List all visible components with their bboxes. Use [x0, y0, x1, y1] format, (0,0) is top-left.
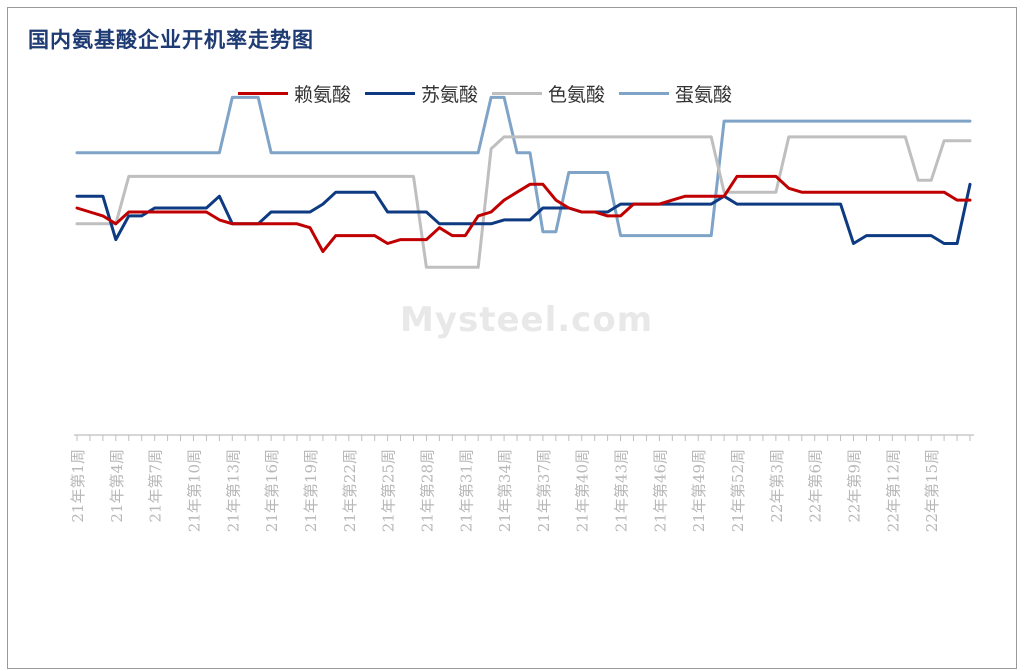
x-tick-label: 22年第3周: [768, 449, 786, 523]
series-line-0: [75, 174, 972, 253]
chart-legend: 赖氨酸 苏氨酸 色氨酸 蛋氨酸: [238, 78, 732, 108]
legend-label-tryptophan: 色氨酸: [548, 83, 606, 106]
x-tick-label: 22年第15周: [923, 449, 941, 532]
legend-item-threonine: 苏氨酸: [365, 80, 478, 107]
legend-swatch-threonine: [365, 91, 416, 95]
legend-label-lysine: 赖氨酸: [294, 83, 352, 106]
x-tick-label: 21年第40周: [574, 449, 592, 532]
chart-frame: [7, 7, 1017, 669]
x-tick-label: 21年第25周: [380, 449, 398, 532]
x-tick-label: 21年第16周: [263, 449, 281, 532]
legend-item-methionine: 蛋氨酸: [619, 80, 732, 107]
x-tick-label: 21年第52周: [729, 449, 747, 532]
legend-swatch-tryptophan: [492, 91, 543, 95]
x-tick-label: 21年第22周: [341, 449, 359, 532]
watermark: Mysteel.com: [400, 300, 654, 340]
x-tick-label: 22年第6周: [807, 449, 825, 523]
series-line-1: [75, 182, 972, 245]
x-tick-label: 21年第7周: [147, 449, 165, 523]
x-tick-label: 22年第9周: [846, 449, 864, 523]
x-tick-label: 21年第43周: [613, 449, 631, 532]
legend-item-tryptophan: 色氨酸: [492, 80, 605, 107]
x-tick-label: 21年第13周: [224, 449, 242, 532]
x-tick-label: 21年第49周: [690, 449, 708, 532]
series-line-2: [75, 135, 972, 269]
legend-swatch-lysine: [238, 91, 288, 95]
x-tick-label: 21年第1周: [69, 449, 87, 523]
legend-label-threonine: 苏氨酸: [421, 83, 479, 106]
series-line-3: [75, 95, 972, 238]
x-tick-label: 21年第19周: [302, 449, 320, 532]
x-tick-label: 21年第34周: [496, 449, 514, 532]
x-tick-label: 21年第4周: [108, 449, 126, 523]
chart-title: 国内氨基酸企业开机率走势图: [28, 27, 314, 52]
x-tick-label: 21年第46周: [651, 449, 669, 532]
x-tick-label: 21年第28周: [418, 449, 436, 532]
legend-swatch-methionine: [619, 91, 670, 95]
legend-label-methionine: 蛋氨酸: [675, 83, 733, 106]
x-tick-label: 21年第37周: [535, 449, 553, 532]
x-tick-label: 21年第31周: [457, 449, 475, 532]
x-tick-label: 22年第12周: [884, 449, 902, 532]
x-tick-label: 21年第10周: [186, 449, 204, 532]
legend-item-lysine: 赖氨酸: [238, 80, 351, 107]
